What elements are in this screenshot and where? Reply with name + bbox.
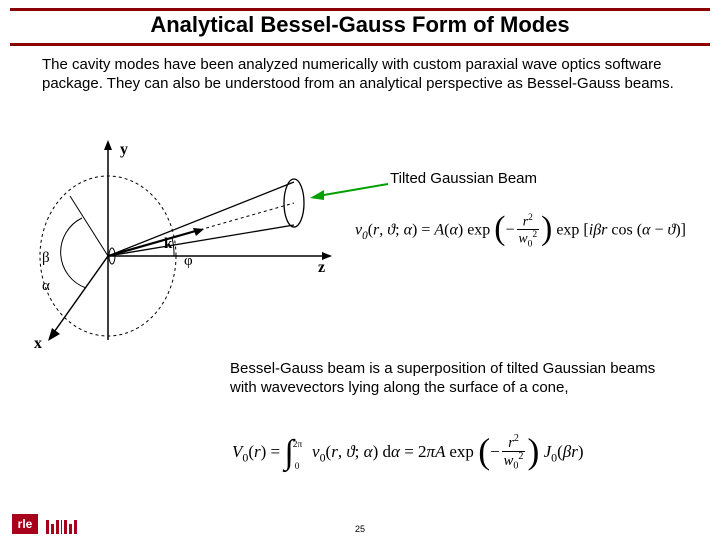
green-arrow [310, 180, 390, 200]
bottom-rule [10, 43, 710, 46]
phi-label: φ [184, 253, 193, 269]
page-number: 25 [0, 524, 720, 534]
beta-label: β [42, 250, 50, 266]
z-axis-label: z [318, 259, 325, 276]
slide-title: Analytical Bessel-Gauss Form of Modes [0, 12, 720, 38]
x-axis-label: x [34, 335, 42, 352]
top-rule [10, 8, 710, 11]
intro-text: The cavity modes have been analyzed nume… [42, 56, 690, 94]
alpha-label: α [42, 278, 50, 294]
y-axis-label: y [120, 141, 128, 158]
cone-diagram: y z x k α β φ [24, 140, 334, 355]
equation-2: V0(r) = ∫2π0 v0(r, ϑ; α) dα = 2πA exp (−… [232, 432, 584, 474]
superposition-caption: Bessel-Gauss beam is a superposition of … [230, 360, 680, 398]
equation-1: v0(r, ϑ; α) = A(α) exp (−r2w02) exp [iβr… [355, 212, 686, 250]
tilted-beam-label: Tilted Gaussian Beam [390, 170, 537, 187]
